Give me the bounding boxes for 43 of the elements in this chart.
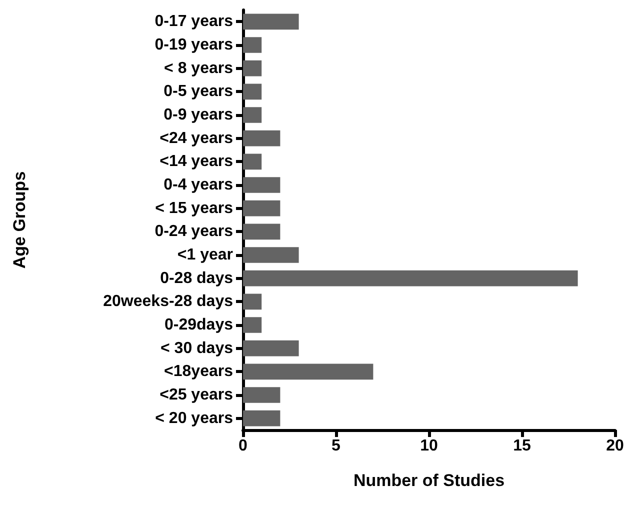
x-tick-label: 10 [420,438,438,454]
bar [243,177,280,193]
bar [243,154,262,170]
bar [243,107,262,123]
y-tick-label: 0-19 years [154,36,234,54]
y-tick-label: 0-28 days [160,270,234,287]
y-tick-label: 0-9 years [164,106,234,124]
x-axis-title: Number of Studies [353,471,505,490]
y-axis-title: Age Groups [10,171,29,269]
y-tick-label: 0-5 years [164,83,234,100]
y-tick-label: 0-24 years [154,223,234,240]
y-tick-label: < 15 years [155,200,234,217]
bar [243,340,299,356]
y-tick-label: < 30 days [160,340,234,357]
bar [243,294,262,310]
y-tick-label: < 20 years [155,410,234,427]
x-tick-label: 0 [238,438,248,454]
y-tick-label: <24 years [160,130,234,147]
y-tick-label: 0-4 years [164,176,234,194]
x-tick-label: 20 [606,438,624,454]
bar [243,317,262,333]
bar [243,270,578,286]
bar [243,364,374,380]
y-tick-label: <25 years [160,386,234,404]
y-tick-label: <18years [164,363,234,380]
y-tick-label: 0-17 years [154,13,234,30]
bar [243,410,280,426]
bar [243,60,262,76]
bar [243,200,280,216]
bar [243,84,262,100]
y-tick-label: <14 years [160,153,234,170]
bar [243,224,280,240]
y-tick-label: <1 year [177,246,233,264]
x-tick-label: 5 [332,438,341,454]
y-tick-label: 0-29days [164,316,234,334]
x-tick-label: 15 [513,438,531,454]
bar [243,387,280,403]
bar [243,14,299,30]
bar [243,37,262,53]
bar [243,130,280,146]
y-tick-label: < 8 years [164,60,234,77]
bar [243,247,299,263]
y-tick-label: 20weeks-28 days [103,293,234,310]
